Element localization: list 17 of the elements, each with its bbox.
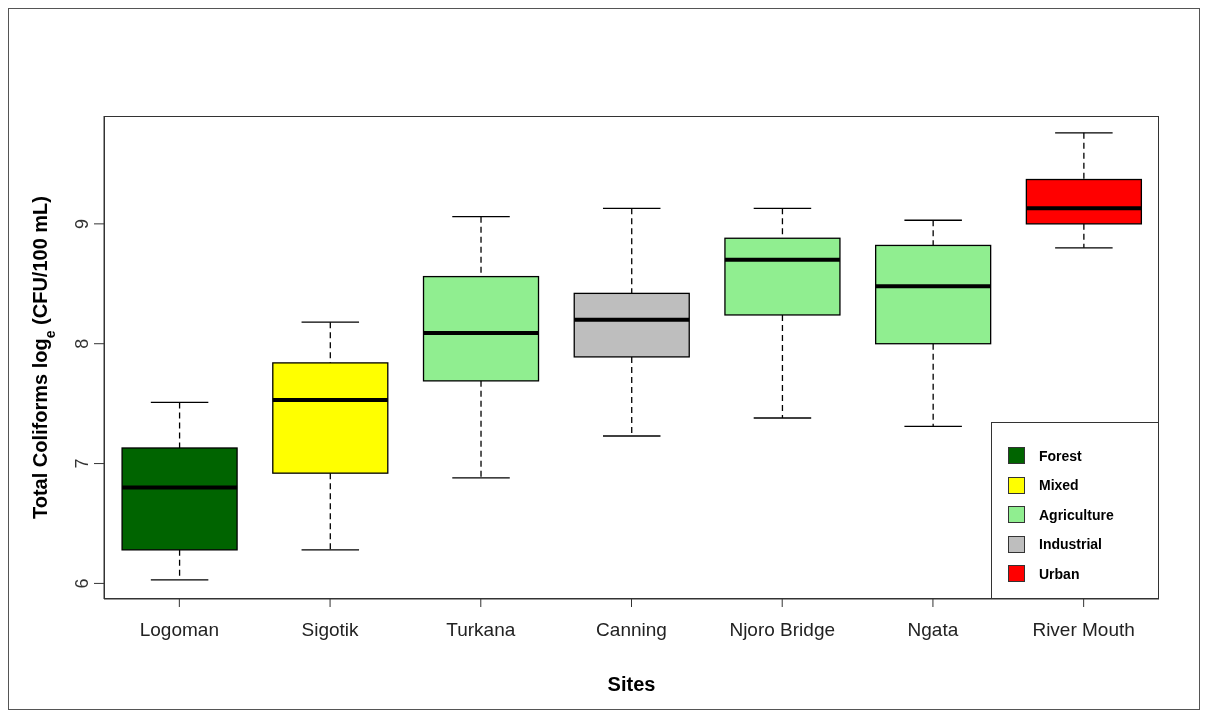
x-axis-title: Sites: [607, 673, 656, 695]
legend-label: Industrial: [1039, 536, 1103, 553]
legend-label: Agriculture: [1039, 506, 1114, 523]
x-tick-label: Turkana: [446, 619, 516, 641]
x-tick-label: River Mouth: [1032, 619, 1135, 641]
legend-label: Mixed: [1039, 477, 1079, 494]
y-tick-label: 7: [72, 458, 92, 469]
y-tick-label: 6: [72, 578, 92, 589]
x-tick-label: Ngata: [907, 619, 959, 641]
legend-label: Forest: [1039, 447, 1082, 464]
x-tick-label: Logoman: [139, 619, 219, 641]
x-tick-label: Sigotik: [301, 619, 360, 641]
y-tick-label: 9: [72, 218, 92, 229]
x-tick-label: Canning: [596, 619, 667, 641]
y-tick-label: 8: [72, 338, 92, 349]
legend-label: Urban: [1039, 565, 1080, 582]
x-tick-label: Njoro Bridge: [729, 619, 836, 641]
